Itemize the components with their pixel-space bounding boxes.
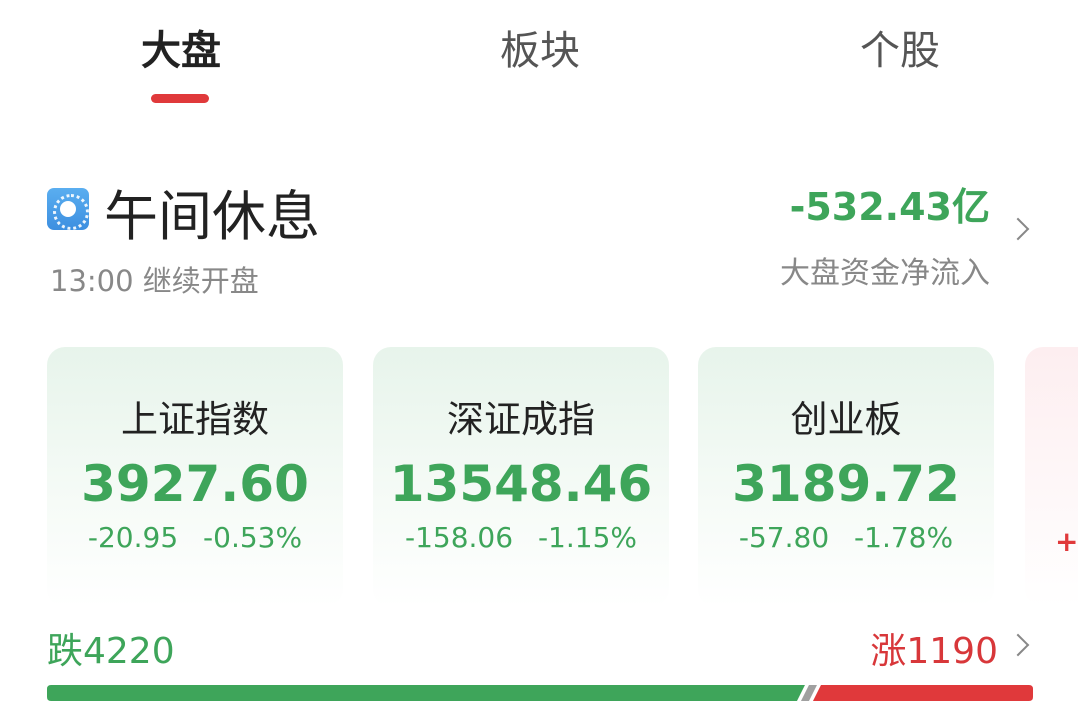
resume-time: 13:00 继续开盘: [50, 264, 259, 298]
breadth-bar-down: [47, 685, 805, 701]
index-value: 3189.72: [732, 455, 960, 513]
breadth-bar-up: [812, 685, 1033, 701]
index-change: -57.80: [738, 521, 830, 554]
index-percent: -1.15%: [537, 521, 638, 554]
index-card-cyb[interactable]: 创业板 3189.72 -57.80 -1.78%: [698, 347, 994, 607]
tab-stocks[interactable]: 个股: [860, 28, 940, 74]
fund-flow-label[interactable]: 大盘资金净流入: [780, 256, 990, 291]
index-change: -20.95: [87, 521, 179, 554]
index-name: 上证指数: [121, 398, 269, 441]
tab-market[interactable]: 大盘: [141, 28, 221, 74]
index-value: 13548.46: [389, 455, 653, 513]
declining-count[interactable]: 跌4220: [47, 631, 175, 672]
index-card-sh[interactable]: 上证指数 3927.60 -20.95 -0.53%: [47, 347, 343, 607]
tab-sectors[interactable]: 板块: [500, 28, 580, 74]
index-card-partial[interactable]: +: [1025, 347, 1078, 607]
index-name: 深证成指: [447, 398, 595, 441]
index-change: +: [1055, 525, 1078, 558]
index-percent: -1.78%: [854, 521, 954, 554]
index-value: 3927.60: [81, 455, 309, 513]
index-card-sz[interactable]: 深证成指 13548.46 -158.06 -1.15%: [373, 347, 669, 607]
breadth-bar: [47, 685, 1033, 701]
index-percent: -0.53%: [203, 521, 303, 554]
advancing-count[interactable]: 涨1190: [870, 631, 998, 672]
market-status: 午间休息: [104, 185, 320, 248]
breadth-bar-flat: [800, 685, 817, 701]
active-tab-indicator: [151, 94, 209, 103]
index-change: -158.06: [404, 521, 514, 554]
chevron-right-icon[interactable]: [1006, 217, 1030, 241]
index-name: 创业板: [790, 398, 902, 441]
sun-icon: [47, 188, 89, 230]
fund-flow-value[interactable]: -532.43亿: [789, 185, 990, 229]
chevron-right-icon[interactable]: [1006, 633, 1030, 657]
